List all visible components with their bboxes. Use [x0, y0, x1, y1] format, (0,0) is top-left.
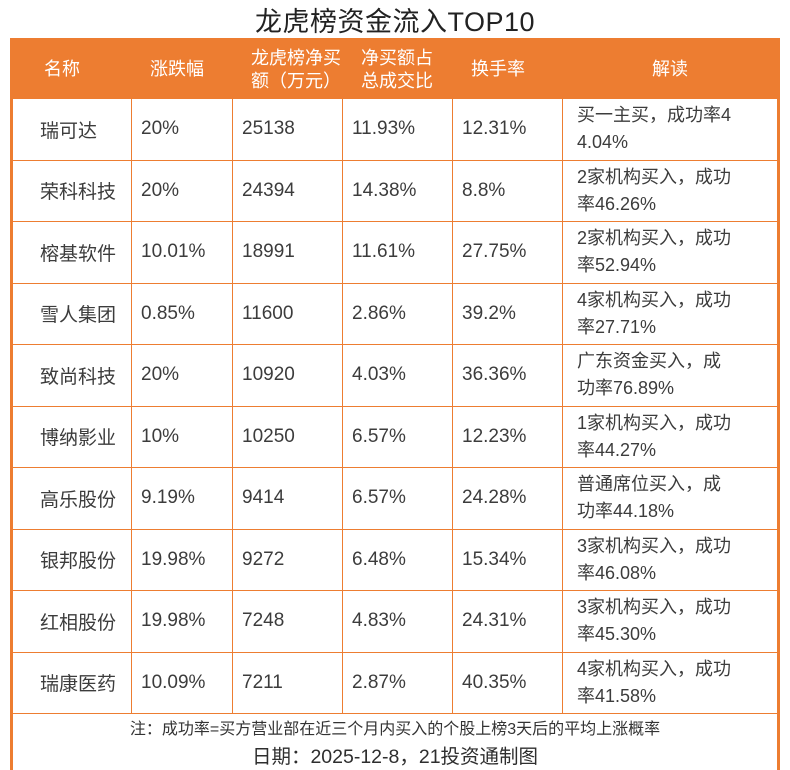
cell-name: 榕基软件: [40, 243, 117, 265]
cell-interpretation: 4家机构买入，成功率27.71%: [562, 283, 777, 344]
cell-interpretation: 3家机构买入，成功率46.08%: [562, 529, 777, 590]
cell-net-buy-amount: 25138: [232, 99, 342, 160]
cell-turnover-rate: 15.34%: [452, 529, 562, 590]
cell-net-buy-amount: 7248: [232, 591, 342, 652]
cell-net-buy-amount: 10250: [232, 406, 342, 467]
cell-turnover-rate: 40.35%: [452, 652, 562, 713]
cell-turnover-rate: 36.36%: [452, 345, 562, 406]
cell-turnover-rate: 39.2%: [452, 283, 562, 344]
table-header-row: 名称 涨跌幅 龙虎榜净买 额（万元） 净买额占 总成交比 换手率 解读: [13, 41, 777, 99]
cell-change-pct: 10.09%: [131, 652, 232, 713]
cell-interpretation: 3家机构买入，成功率45.30%: [562, 591, 777, 652]
cell-name: 红相股份: [40, 612, 117, 634]
table-footer: 注：成功率=买方营业部在近三个月内买入的个股上榜3天后的平均上涨概率 日期：20…: [13, 713, 777, 770]
cell-change-pct: 19.98%: [131, 591, 232, 652]
cell-net-buy-ratio: 6.57%: [342, 468, 452, 529]
cell-net-buy-amount: 9414: [232, 468, 342, 529]
cell-net-buy-ratio: 2.86%: [342, 283, 452, 344]
cell-change-pct: 20%: [131, 99, 232, 160]
cell-interpretation: 2家机构买入，成功率46.26%: [562, 160, 777, 221]
cell-net-buy-amount: 18991: [232, 222, 342, 283]
cell-change-pct: 10%: [131, 406, 232, 467]
cell-turnover-rate: 24.28%: [452, 468, 562, 529]
date-line: 日期：2025-12-8，21投资通制图: [251, 745, 539, 768]
cell-change-pct: 10.01%: [131, 222, 232, 283]
cell-net-buy-ratio: 11.61%: [342, 222, 452, 283]
cell-interpretation: 普通席位买入，成功率44.18%: [562, 468, 777, 529]
cell-name: 银邦股份: [40, 551, 117, 573]
header-cell-interpretation: 解读: [652, 59, 688, 80]
cell-net-buy-amount: 10920: [232, 345, 342, 406]
table-body: 瑞可达 20% 25138 11.93% 12.31% 买一主买，成功率44.04% 荣科科…: [13, 99, 777, 713]
page-title: 龙虎榜资金流入TOP10: [254, 6, 536, 37]
cell-net-buy-amount: 7211: [232, 652, 342, 713]
cell-net-buy-ratio: 6.57%: [342, 406, 452, 467]
cell-interpretation: 2家机构买入，成功率52.94%: [562, 222, 777, 283]
table-row: 银邦股份 19.98% 9272 6.48% 15.34% 3家机构买入，成功率46.08…: [13, 528, 777, 590]
table-row: 榕基软件 10.01% 18991 11.61% 27.75% 2家机构买入，成功率52.…: [13, 221, 777, 283]
header-cell-turnover-rate: 换手率: [471, 59, 525, 80]
table-row: 博纳影业 10% 10250 6.57% 12.23% 1家机构买入，成功率44.27%: [13, 405, 777, 467]
cell-interpretation: 4家机构买入，成功率41.58%: [562, 652, 777, 713]
table-row: 高乐股份 9.19% 9414 6.57% 24.28% 普通席位买入，成功率44.18%: [13, 467, 777, 529]
cell-turnover-rate: 8.8%: [452, 160, 562, 221]
footnote: 注：成功率=买方营业部在近三个月内买入的个股上榜3天后的平均上涨概率: [129, 721, 661, 738]
cell-name: 致尚科技: [40, 366, 117, 388]
header-cell-name: 名称: [44, 59, 80, 80]
cell-interpretation: 广东资金买入，成功率76.89%: [562, 345, 777, 406]
cell-net-buy-ratio: 14.38%: [342, 160, 452, 221]
cell-name: 雪人集团: [40, 305, 117, 327]
cell-change-pct: 0.85%: [131, 283, 232, 344]
cell-name: 高乐股份: [40, 489, 117, 511]
header-cell-net-buy-amount: 龙虎榜净买 额（万元）: [251, 47, 341, 91]
cell-net-buy-ratio: 2.87%: [342, 652, 452, 713]
cell-turnover-rate: 24.31%: [452, 591, 562, 652]
cell-interpretation: 买一主买，成功率44.04%: [562, 99, 777, 160]
header-cell-net-buy-ratio: 净买额占 总成交比: [361, 47, 433, 91]
cell-net-buy-amount: 9272: [232, 529, 342, 590]
cell-change-pct: 20%: [131, 160, 232, 221]
table-row: 雪人集团 0.85% 11600 2.86% 39.2% 4家机构买入，成功率27.71%: [13, 282, 777, 344]
cell-net-buy-ratio: 4.03%: [342, 345, 452, 406]
cell-net-buy-ratio: 4.83%: [342, 591, 452, 652]
cell-change-pct: 19.98%: [131, 529, 232, 590]
table-row: 瑞康医药 10.09% 7211 2.87% 40.35% 4家机构买入，成功率41.58…: [13, 651, 777, 713]
cell-name: 博纳影业: [40, 428, 117, 450]
cell-turnover-rate: 12.23%: [452, 406, 562, 467]
cell-net-buy-ratio: 11.93%: [342, 99, 452, 160]
cell-change-pct: 9.19%: [131, 468, 232, 529]
cell-turnover-rate: 27.75%: [452, 222, 562, 283]
cell-interpretation: 1家机构买入，成功率44.27%: [562, 406, 777, 467]
top10-table: 名称 涨跌幅 龙虎榜净买 额（万元） 净买额占 总成交比 换手率 解读 瑞可达 20% 251…: [10, 38, 780, 770]
cell-name: 瑞可达: [40, 120, 98, 142]
table-row: 瑞可达 20% 25138 11.93% 12.31% 买一主买，成功率44.04%: [13, 99, 777, 160]
cell-turnover-rate: 12.31%: [452, 99, 562, 160]
cell-name: 瑞康医药: [40, 674, 117, 696]
cell-net-buy-amount: 24394: [232, 160, 342, 221]
cell-change-pct: 20%: [131, 345, 232, 406]
cell-name: 荣科科技: [40, 182, 117, 204]
header-cell-change-pct: 涨跌幅: [150, 59, 204, 80]
cell-net-buy-amount: 11600: [232, 283, 342, 344]
table-row: 红相股份 19.98% 7248 4.83% 24.31% 3家机构买入，成功率45.30…: [13, 590, 777, 652]
table-row: 致尚科技 20% 10920 4.03% 36.36% 广东资金买入，成功率76.89%: [13, 344, 777, 406]
cell-net-buy-ratio: 6.48%: [342, 529, 452, 590]
table-row: 荣科科技 20% 24394 14.38% 8.8% 2家机构买入，成功率46.26%: [13, 159, 777, 221]
